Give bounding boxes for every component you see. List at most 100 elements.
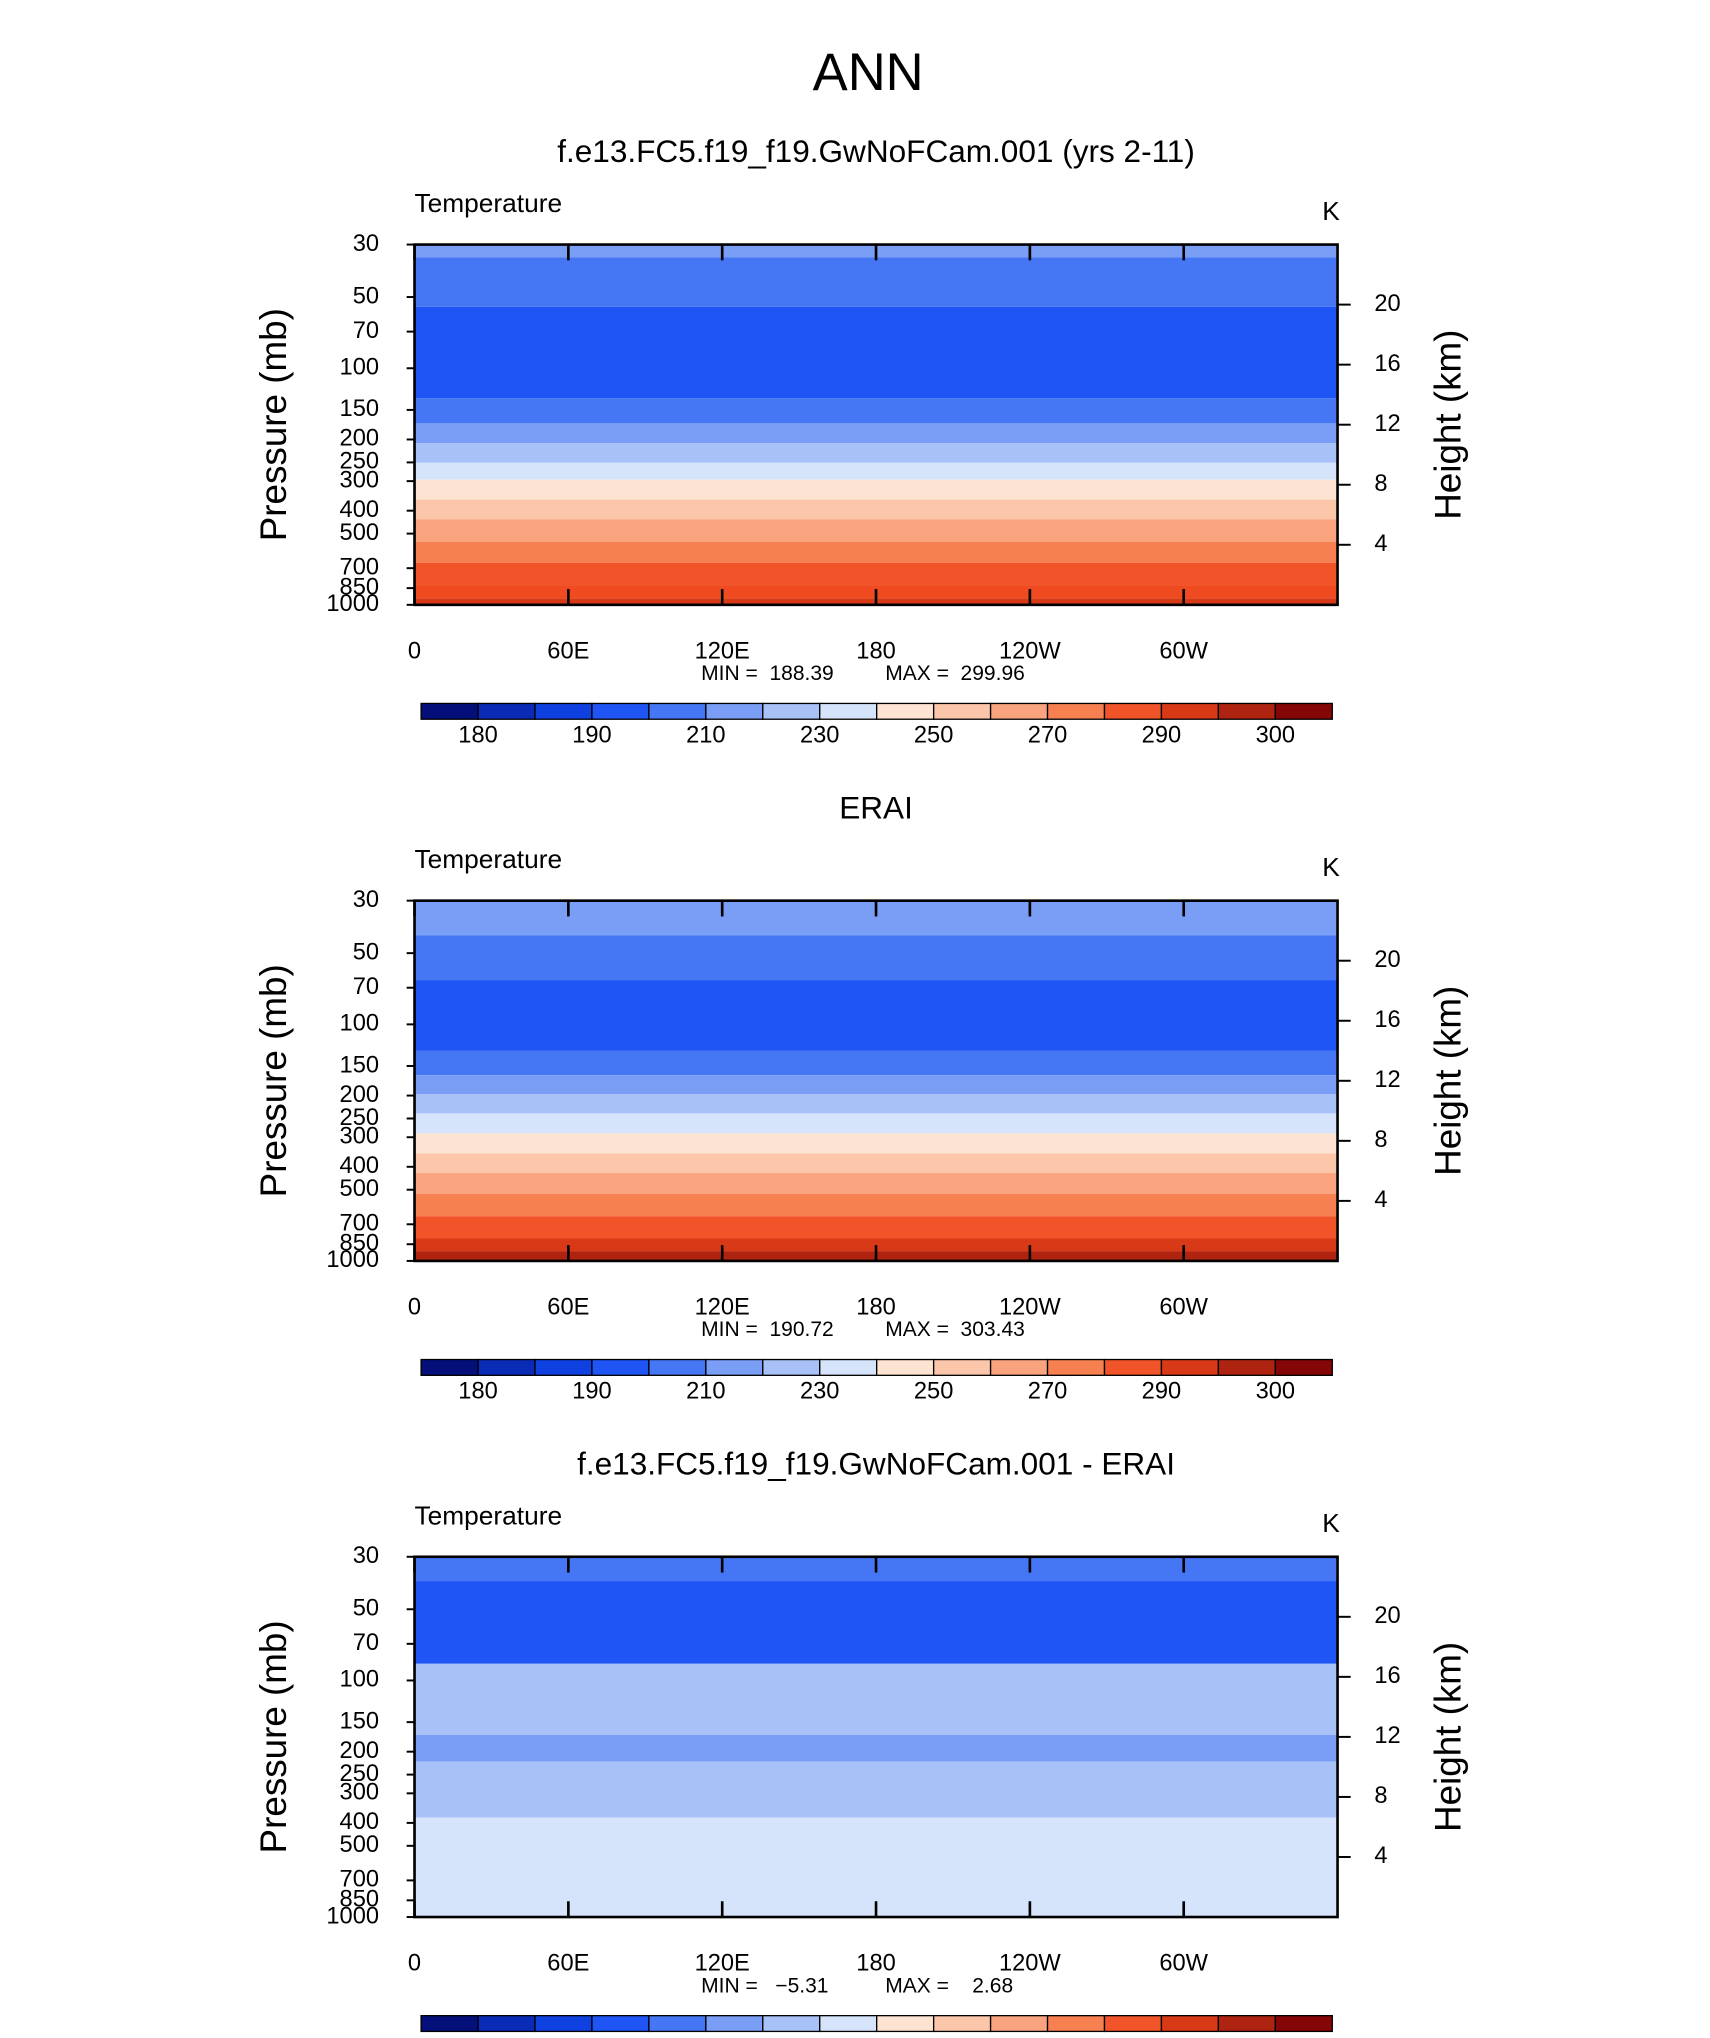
colorbar-box: [648, 702, 707, 720]
y-tick-label: 100: [340, 355, 379, 381]
contour-band: [414, 519, 1338, 542]
contour-band: [414, 935, 1338, 981]
y-tick-label: 200: [340, 1738, 379, 1764]
colorbar-box: [762, 702, 821, 720]
colorbar-label: 3: [1041, 2035, 1054, 2038]
colorbar-label: −1: [806, 2035, 833, 2038]
y-tick-label: 250: [340, 1105, 379, 1131]
colorbar-box: [876, 702, 935, 720]
min-label: MIN = 190.72: [701, 1318, 834, 1341]
colorbar-box: [819, 702, 878, 720]
y-tick-label: 300: [340, 1123, 379, 1149]
y-tick-label: 1000: [326, 1247, 379, 1273]
x-tick-label: 120E: [695, 1295, 750, 1321]
colorbar-box: [1103, 702, 1163, 720]
x-tick-label: 180: [856, 1951, 895, 1977]
colorbar-box: [1160, 2014, 1220, 2033]
colorbar-label: 180: [458, 723, 497, 749]
colorbar-box: [591, 1358, 650, 1376]
y-tick-label: 850: [340, 1230, 379, 1256]
y-tick-label: 300: [340, 467, 379, 493]
y2-axis-label: Height (km): [1427, 330, 1468, 520]
units: K: [1322, 1508, 1340, 1538]
panel-title: f.e13.FC5.f19_f19.GwNoFCam.001 - ERAI: [577, 1445, 1175, 1481]
y2-tick-label: 12: [1374, 1723, 1400, 1749]
colorbar-box: [420, 2014, 479, 2033]
colorbar-box: [1046, 2014, 1106, 2033]
contour-band: [414, 306, 1338, 399]
x-tick-label: 60E: [547, 1295, 589, 1321]
colorbar-label: 210: [686, 1379, 725, 1405]
y-tick-label: 500: [340, 1832, 379, 1858]
panel-subtitle: Temperature: [415, 844, 563, 874]
colorbar-label: 9: [1269, 2035, 1282, 2038]
colorbar-box: [876, 2014, 935, 2033]
y2-tick-label: 8: [1374, 1127, 1387, 1153]
contour-band: [414, 1094, 1338, 1114]
colorbar-box: [932, 702, 992, 720]
units: K: [1322, 196, 1340, 226]
colorbar-box: [477, 702, 536, 720]
colorbar-box: [989, 2014, 1049, 2033]
colorbar-box: [1274, 1358, 1333, 1376]
y-tick-label: 30: [353, 887, 379, 913]
colorbar-box: [705, 702, 764, 720]
colorbar-label: 2: [984, 2035, 997, 2038]
contour-band: [414, 1817, 1338, 1918]
y-tick-label: 150: [340, 396, 379, 422]
y-tick-label: 700: [340, 1211, 379, 1237]
y-tick-label: 100: [340, 1011, 379, 1037]
colorbar-box: [819, 1358, 878, 1376]
x-tick-label: 0: [408, 638, 421, 664]
y2-tick-label: 20: [1374, 947, 1400, 973]
y-tick-label: 400: [340, 1809, 379, 1835]
y2-tick-label: 16: [1374, 351, 1400, 377]
contour-band: [414, 1761, 1338, 1818]
contour-band: [414, 479, 1338, 500]
colorbar-box: [1046, 702, 1106, 720]
contour-band: [414, 1238, 1338, 1252]
y-tick-label: 1000: [326, 591, 379, 617]
x-tick-label: 0: [408, 1295, 421, 1321]
colorbar-box: [1103, 1358, 1163, 1376]
colorbar-box: [932, 2014, 992, 2033]
colorbar-box: [705, 2014, 764, 2033]
contour-band: [414, 499, 1338, 520]
colorbar-box: [705, 1358, 764, 1376]
y-tick-label: 70: [353, 974, 379, 1000]
y-tick-label: 400: [340, 1153, 379, 1179]
contour-band: [414, 398, 1338, 424]
y-tick-label: 70: [353, 1630, 379, 1656]
x-tick-label: 60E: [547, 1951, 589, 1977]
colorbar-label: 190: [572, 1379, 611, 1405]
colorbar-label: 230: [800, 723, 839, 749]
panel-subtitle: Temperature: [415, 1500, 563, 1530]
colorbar-label: 1: [927, 2035, 940, 2038]
y2-tick-label: 4: [1374, 531, 1387, 557]
x-tick-label: 0: [408, 1951, 421, 1977]
colorbar-label: −4: [635, 2035, 662, 2038]
colorbar-label: 250: [914, 1379, 953, 1405]
units: K: [1322, 852, 1340, 882]
y2-tick-label: 4: [1374, 1187, 1387, 1213]
colorbar-label: 4: [1098, 2035, 1111, 2038]
colorbar-label: 5: [1155, 2035, 1168, 2038]
y2-tick-label: 16: [1374, 1663, 1400, 1689]
contour-band: [414, 1133, 1338, 1154]
min-label: MIN = 188.39: [701, 662, 834, 685]
colorbar-label: 190: [572, 723, 611, 749]
y-axis-label: Pressure (mb): [253, 308, 294, 541]
colorbar-label: −3: [692, 2035, 719, 2038]
y2-tick-label: 12: [1374, 411, 1400, 437]
colorbar-box: [477, 2014, 536, 2033]
x-tick-label: 120E: [695, 1951, 750, 1977]
colorbar-box: [1217, 2014, 1276, 2033]
min-label: MIN = −5.31: [701, 1974, 828, 1997]
x-tick-label: 120W: [999, 1951, 1061, 1977]
colorbar-box: [534, 2014, 593, 2033]
y2-tick-label: 8: [1374, 1783, 1387, 1809]
colorbar-box: [1160, 702, 1220, 720]
y-tick-label: 700: [340, 1867, 379, 1893]
colorbar-label: −7: [522, 2035, 549, 2038]
